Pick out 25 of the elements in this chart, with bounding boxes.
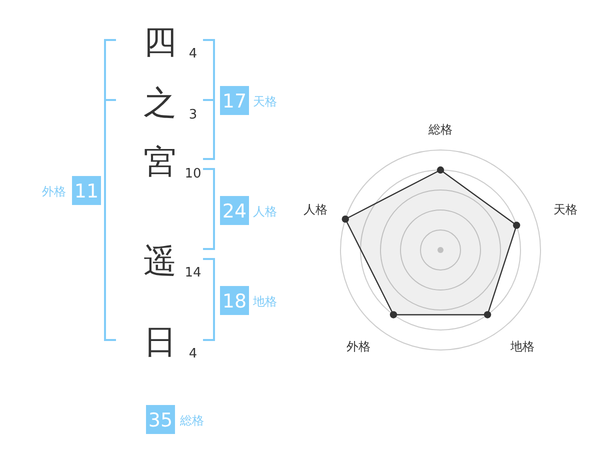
text: 人格 [253, 204, 277, 218]
category-label: 日 [144, 322, 176, 361]
text: 35 [148, 409, 173, 432]
spoke-label: 人格 [303, 202, 328, 217]
category-label: 宮 [144, 142, 176, 181]
data-label: 10 [184, 166, 202, 182]
data-label: 14 [184, 266, 202, 281]
text: 天格 [253, 94, 277, 108]
spoke-label: 総格 [428, 122, 452, 136]
category-label: 遥 [144, 240, 176, 280]
text: 総格 [179, 413, 204, 428]
data-label: 4 [188, 346, 198, 362]
category-label: 四 [144, 22, 176, 61]
spoke-label: 地格 [509, 340, 534, 354]
spoke-label: 天格 [554, 202, 578, 217]
data-label: 4 [188, 46, 198, 62]
text: 17 [222, 90, 247, 112]
spoke-label: 外格 [346, 340, 371, 354]
data-label: 3 [188, 108, 198, 123]
category-label: 之 [144, 82, 176, 122]
text: 地格 [252, 294, 277, 308]
text: 外格 [42, 184, 66, 198]
text: 11 [74, 180, 99, 202]
text: 24 [222, 200, 247, 222]
text: 18 [222, 290, 247, 312]
